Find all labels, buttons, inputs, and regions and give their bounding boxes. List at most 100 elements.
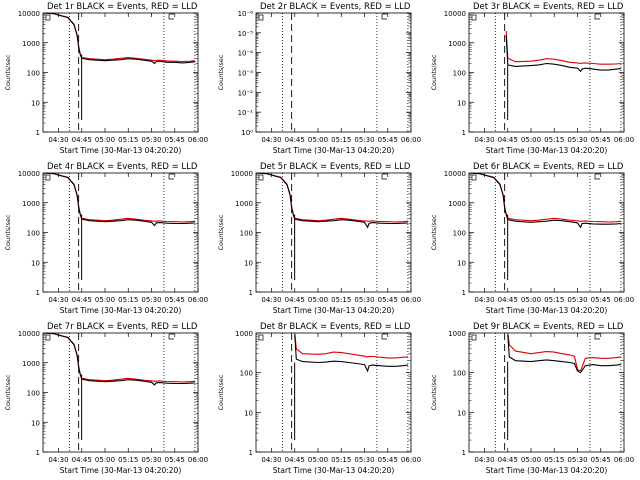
x-tick-label: 05:45 [165, 456, 185, 464]
y-tick-label: 10 [244, 409, 253, 417]
y-tick-label: 1 [36, 449, 40, 457]
x-tick-label: 05:45 [591, 296, 611, 304]
series-line-lld [507, 333, 621, 372]
series-line-events [469, 173, 621, 229]
y-tick-label: 100 [27, 390, 40, 398]
x-tick-label: 06:00 [614, 296, 634, 304]
panel-9: Det 9r BLACK = Events, RED = LLD Counts/s… [430, 322, 634, 475]
x-tick-label: 05:45 [165, 136, 185, 144]
plot-frame [42, 12, 199, 133]
y-tick-label: 10000 [18, 330, 40, 338]
panel-5: Det 5r BLACK = Events, RED = LLD Counts/s… [217, 162, 421, 315]
series-line-events [43, 333, 195, 386]
plot-frame [42, 172, 199, 293]
panel-3: Det 3r BLACK = Events, RED = LLD Counts/s… [430, 2, 634, 155]
x-tick-label: 06:00 [401, 296, 421, 304]
x-tick-label: 05:45 [591, 136, 611, 144]
x-tick-label: 04:30 [48, 296, 68, 304]
y-tick-label: 10⁻⁴ [238, 50, 254, 58]
plot-frame [468, 12, 625, 133]
x-axis-label: Start Time (30-Mar-13 04:20:20) [486, 306, 608, 315]
x-tick-label: 04:30 [474, 296, 494, 304]
y-tick-label: 1 [462, 129, 466, 137]
x-tick-label: 05:45 [378, 136, 398, 144]
y-tick-label: 10 [31, 99, 40, 107]
x-tick-label: 04:30 [261, 136, 281, 144]
plot-frame [468, 172, 625, 293]
right-state-marker [594, 13, 600, 20]
x-tick-label: 05:00 [95, 296, 115, 304]
x-tick-label: 05:00 [308, 456, 328, 464]
x-tick-label: 06:00 [188, 456, 208, 464]
series-line-events [294, 334, 408, 373]
series-line-lld [294, 333, 408, 359]
y-tick-label: 1000 [22, 40, 40, 48]
x-tick-label: 05:30 [567, 296, 587, 304]
x-tick-label: 06:00 [614, 136, 634, 144]
y-tick-label: 10000 [231, 170, 253, 178]
x-tick-label: 04:45 [285, 296, 305, 304]
x-tick-label: 05:30 [567, 136, 587, 144]
x-tick-label: 05:15 [544, 456, 564, 464]
y-tick-label: 100 [27, 70, 40, 78]
left-state-marker [258, 174, 264, 181]
y-axis-label: Counts/sec [217, 374, 225, 410]
series-line-lld [43, 333, 195, 383]
y-tick-label: 10 [457, 259, 466, 267]
left-state-marker [258, 14, 264, 21]
y-tick-label: 1 [462, 449, 466, 457]
left-state-marker [471, 334, 477, 341]
panel-8: Det 8r BLACK = Events, RED = LLD Counts/s… [217, 322, 421, 475]
y-axis-label: Counts/sec [217, 214, 225, 250]
plot-frame [255, 332, 412, 453]
x-tick-label: 05:45 [165, 296, 185, 304]
x-tick-label: 05:15 [331, 136, 351, 144]
panel-6: Det 6r BLACK = Events, RED = LLD Counts/s… [430, 162, 634, 315]
y-tick-label: 10 [31, 419, 40, 427]
y-axis-label: Counts/sec [4, 214, 12, 250]
y-tick-label: 1 [249, 449, 253, 457]
y-tick-label: 100 [240, 370, 253, 378]
y-tick-label: 10⁰ [241, 129, 253, 137]
y-axis-label: Counts/sec [430, 54, 438, 90]
right-state-marker [381, 173, 387, 180]
y-tick-label: 1 [36, 289, 40, 297]
y-tick-label: 10 [457, 409, 466, 417]
y-tick-label: 1000 [22, 360, 40, 368]
y-tick-label: 1 [249, 289, 253, 297]
x-tick-label: 04:30 [261, 296, 281, 304]
left-state-marker [45, 334, 51, 341]
y-tick-label: 10⁻⁶ [238, 10, 254, 18]
panel-4: Det 4r BLACK = Events, RED = LLD Counts/s… [4, 162, 208, 315]
x-tick-label: 05:45 [378, 296, 398, 304]
right-state-marker [594, 173, 600, 180]
panel-title: Det 2r BLACK = Events, RED = LLD [260, 2, 411, 12]
x-axis-label: Start Time (30-Mar-13 04:20:20) [60, 306, 182, 315]
y-tick-label: 100 [240, 230, 253, 238]
x-tick-label: 04:30 [48, 136, 68, 144]
panel-1: Det 1r BLACK = Events, RED = LLD Counts/s… [4, 2, 208, 155]
y-tick-label: 10000 [18, 170, 40, 178]
panel-title: Det 5r BLACK = Events, RED = LLD [260, 162, 411, 172]
left-state-marker [471, 174, 477, 181]
series-line-lld [469, 173, 621, 223]
x-tick-label: 05:15 [118, 456, 138, 464]
x-tick-label: 04:45 [498, 136, 518, 144]
series-line-events [43, 13, 195, 65]
right-state-marker [168, 173, 174, 180]
y-tick-label: 1000 [22, 200, 40, 208]
y-tick-label: 10000 [444, 10, 466, 18]
y-tick-label: 1000 [235, 200, 253, 208]
x-tick-label: 05:00 [95, 136, 115, 144]
x-axis-label: Start Time (30-Mar-13 04:20:20) [273, 146, 395, 155]
y-tick-label: 1000 [448, 200, 466, 208]
series-line-lld [43, 13, 195, 63]
x-tick-label: 04:30 [48, 456, 68, 464]
series-line-events [256, 173, 408, 229]
plot-frame [255, 172, 412, 293]
y-tick-label: 10⁻³ [238, 70, 254, 78]
x-tick-label: 05:30 [141, 296, 161, 304]
y-tick-label: 10000 [444, 170, 466, 178]
left-state-marker [45, 14, 51, 21]
x-tick-label: 06:00 [188, 296, 208, 304]
